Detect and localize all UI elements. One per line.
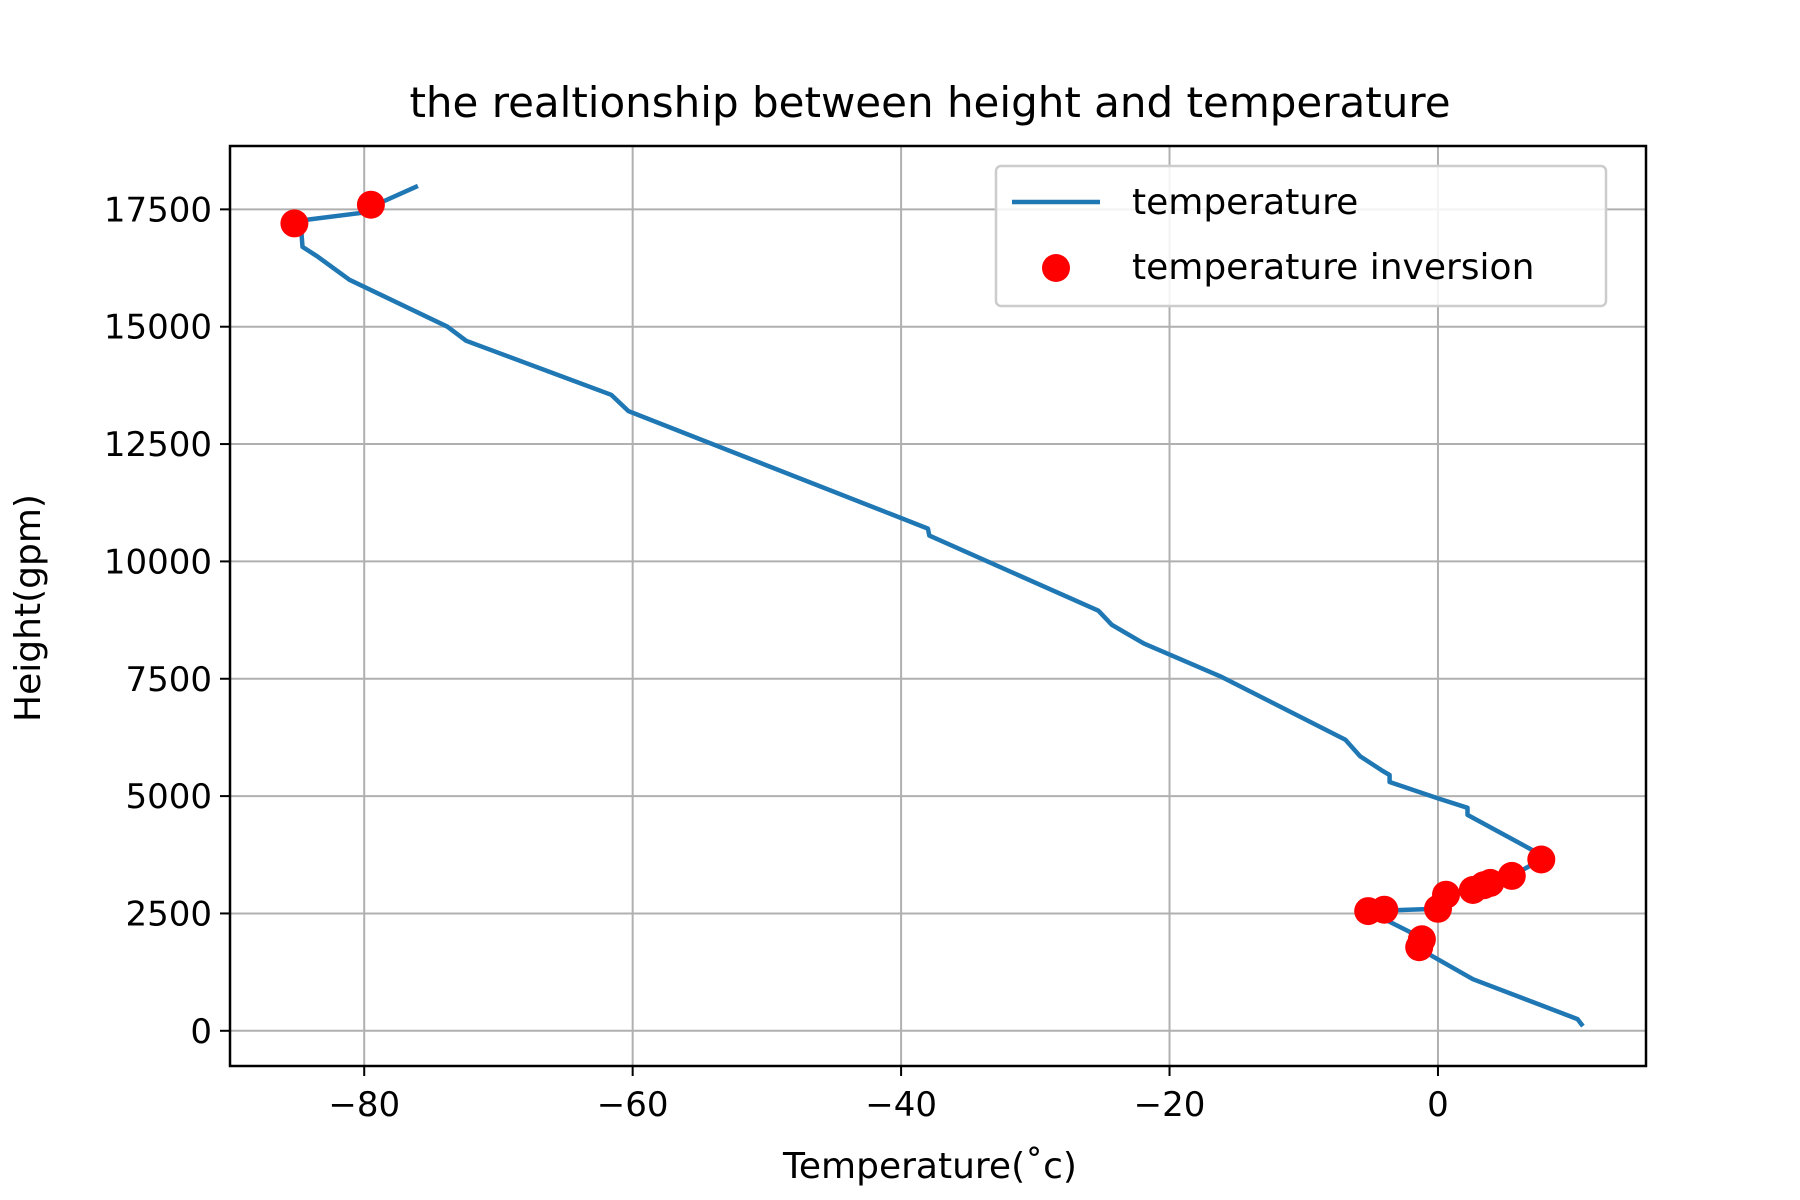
- plot-frame: [228, 144, 1648, 1068]
- series-line-temperature: [293, 183, 1585, 1028]
- inversion-point: [1432, 880, 1460, 909]
- inversion-point: [356, 190, 385, 219]
- series-line-layer: [293, 183, 1585, 1028]
- x-tick-label: 0: [1427, 1085, 1449, 1125]
- y-tick-label: 10000: [104, 542, 212, 582]
- inversion-point: [1497, 861, 1526, 890]
- y-axis: 0 2500 5000 7500 10000 12500 15000 17500: [104, 190, 230, 1052]
- inversion-point: [1527, 845, 1556, 874]
- legend-entry-temperature: temperature: [1132, 182, 1358, 223]
- inversion-point: [1370, 895, 1399, 924]
- inversion-point: [1476, 868, 1505, 897]
- y-tick-label: 15000: [104, 308, 212, 348]
- y-tick-label: 5000: [125, 777, 212, 817]
- x-axis: −80 −60 −40 −20 0: [328, 1066, 1449, 1125]
- y-tick-label: 7500: [125, 660, 212, 700]
- y-tick-label: 12500: [104, 425, 212, 465]
- y-tick-label: 0: [190, 1012, 212, 1052]
- x-tick-label: −20: [1134, 1085, 1206, 1125]
- x-tick-label: −80: [328, 1085, 400, 1125]
- legend-dot-swatch: [1042, 254, 1070, 282]
- grid: [230, 146, 1646, 1066]
- inversion-point: [280, 209, 309, 238]
- y-axis-label: Height(gpm): [8, 494, 49, 722]
- chart-title: the realtionship between height and temp…: [409, 78, 1450, 127]
- inversion-point: [1407, 925, 1436, 954]
- x-tick-label: −40: [865, 1085, 937, 1125]
- y-tick-label: 17500: [104, 190, 212, 230]
- legend-box: [994, 164, 1608, 308]
- y-tick-label: 2500: [125, 894, 212, 934]
- legend-entry-temperature-inversion: temperature inversion: [1132, 247, 1534, 288]
- series-scatter-layer: [280, 190, 1556, 962]
- x-axis-label: Temperature(˚c): [782, 1146, 1077, 1187]
- x-tick-label: −60: [597, 1085, 669, 1125]
- legend: temperature temperature inversion: [994, 164, 1608, 308]
